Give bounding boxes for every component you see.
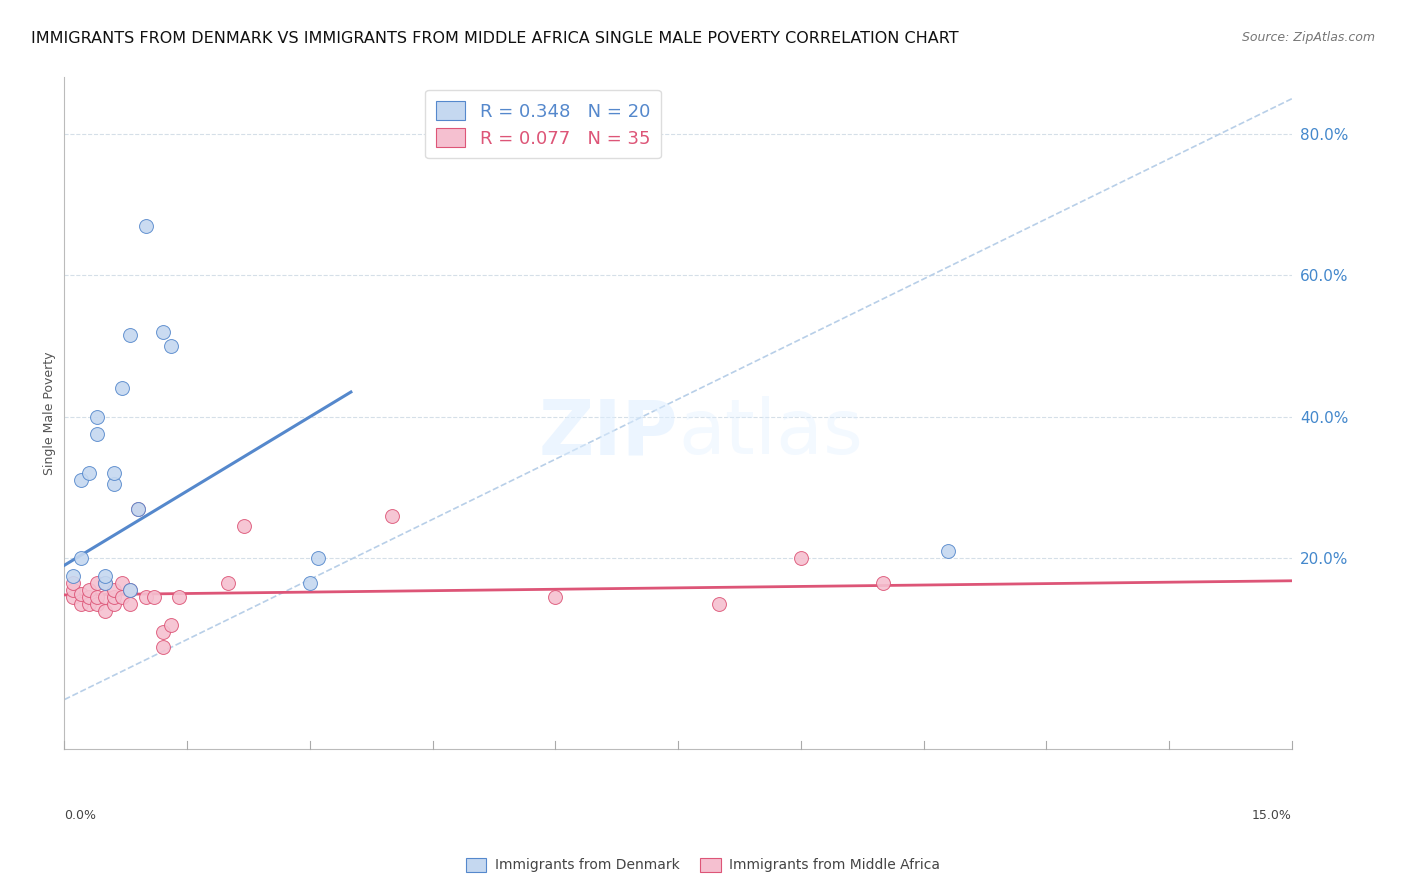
Point	[94, 569, 117, 583]
Point	[86, 427, 108, 442]
Point	[69, 586, 91, 600]
Point	[143, 590, 166, 604]
Point	[69, 597, 91, 611]
Point	[62, 569, 84, 583]
Point	[118, 582, 141, 597]
Point	[111, 590, 134, 604]
Text: 0.0%: 0.0%	[65, 809, 97, 822]
Point	[77, 582, 100, 597]
Point	[86, 590, 108, 604]
Point	[298, 575, 321, 590]
Point	[103, 590, 125, 604]
Point	[152, 325, 174, 339]
Point	[160, 618, 183, 632]
Text: atlas: atlas	[678, 396, 863, 470]
Point	[77, 590, 100, 604]
Point	[160, 339, 183, 353]
Point	[790, 551, 813, 566]
Legend: Immigrants from Denmark, Immigrants from Middle Africa: Immigrants from Denmark, Immigrants from…	[460, 852, 946, 878]
Point	[872, 575, 894, 590]
Point	[135, 219, 157, 233]
Point	[217, 575, 239, 590]
Point	[381, 508, 404, 523]
Point	[103, 582, 125, 597]
Point	[152, 625, 174, 640]
Point	[103, 477, 125, 491]
Text: ZIP: ZIP	[538, 396, 678, 470]
Point	[936, 544, 959, 558]
Point	[127, 501, 149, 516]
Text: Source: ZipAtlas.com: Source: ZipAtlas.com	[1241, 31, 1375, 45]
Point	[77, 467, 100, 481]
Point	[127, 501, 149, 516]
Point	[152, 640, 174, 654]
Point	[118, 328, 141, 343]
Point	[86, 575, 108, 590]
Point	[707, 597, 730, 611]
Point	[118, 597, 141, 611]
Point	[111, 575, 134, 590]
Point	[94, 604, 117, 618]
Point	[62, 582, 84, 597]
Point	[111, 382, 134, 396]
Legend: R = 0.348   N = 20, R = 0.077   N = 35: R = 0.348 N = 20, R = 0.077 N = 35	[426, 90, 661, 159]
Point	[135, 590, 157, 604]
Y-axis label: Single Male Poverty: Single Male Poverty	[44, 351, 56, 475]
Text: 15.0%: 15.0%	[1253, 809, 1292, 822]
Point	[118, 582, 141, 597]
Point	[167, 590, 190, 604]
Point	[69, 474, 91, 488]
Point	[86, 597, 108, 611]
Point	[77, 597, 100, 611]
Point	[62, 590, 84, 604]
Point	[94, 590, 117, 604]
Point	[69, 551, 91, 566]
Point	[94, 575, 117, 590]
Point	[307, 551, 329, 566]
Text: IMMIGRANTS FROM DENMARK VS IMMIGRANTS FROM MIDDLE AFRICA SINGLE MALE POVERTY COR: IMMIGRANTS FROM DENMARK VS IMMIGRANTS FR…	[31, 31, 959, 46]
Point	[233, 519, 256, 533]
Point	[62, 575, 84, 590]
Point	[544, 590, 567, 604]
Point	[103, 597, 125, 611]
Point	[94, 575, 117, 590]
Point	[103, 467, 125, 481]
Point	[86, 409, 108, 424]
